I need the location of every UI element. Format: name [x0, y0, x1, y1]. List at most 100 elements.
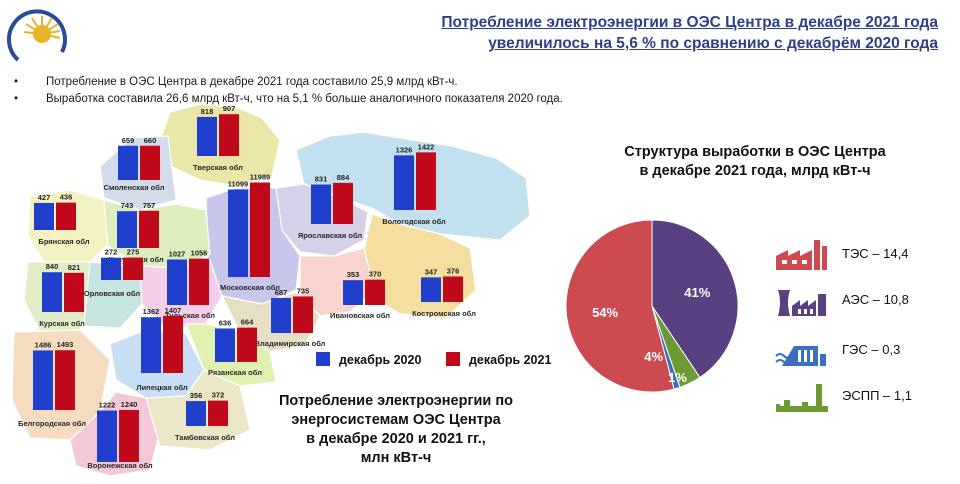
region-label: Костромская обл: [412, 309, 476, 318]
bar-2021-value: 757: [143, 201, 156, 210]
bar-2020: [394, 155, 414, 210]
bullet-consumption: • Потребление в ОЭС Центра в декабре 2021…: [14, 76, 458, 88]
bar-2020: [118, 145, 138, 180]
bar-2021-value: 1240: [121, 400, 138, 409]
bar-2021: [237, 327, 257, 362]
bar-2021: [443, 276, 463, 302]
summary-bullets: • Потребление в ОЭС Центра в декабре 2021…: [14, 74, 563, 108]
bar-2021-value: 1422: [418, 142, 435, 151]
bar-2021-value: 370: [369, 270, 382, 279]
bar-2020: [197, 116, 217, 156]
bar-2020: [117, 211, 137, 248]
bar-2021: [333, 182, 353, 224]
title-line-2: увеличилось на 5,6 % по сравнению с дека…: [488, 35, 938, 52]
structure-item: ЭСПП – 1,1: [774, 380, 954, 414]
region-label: Ярославская обл: [298, 231, 363, 240]
structure-item-label: ГЭС – 0,3: [842, 342, 901, 357]
legend-2020: декабрь 2020: [316, 352, 421, 367]
region-label: Вологодская обл: [382, 217, 446, 226]
bar-2021-value: 376: [447, 266, 460, 275]
region-label: Тамбовская обл: [175, 433, 235, 442]
bar-2020-value: 1486: [35, 340, 52, 349]
bar-2020: [343, 280, 363, 305]
pie-label-tes: 54%: [592, 305, 618, 320]
page-title: Потребление электроэнергии в ОЭС Центра …: [441, 12, 938, 54]
bar-2021-value: 664: [241, 318, 254, 327]
bar-2020: [97, 410, 117, 462]
bar-2020-value: 636: [219, 318, 232, 327]
region-label: Смоленская обл: [104, 183, 165, 192]
pie-slice-tes: [565, 219, 675, 393]
bar-2020-value: 743: [121, 201, 134, 210]
bar-2021-value: 735: [297, 286, 310, 295]
bar-2020-value: 353: [347, 270, 360, 279]
bar-2020-value: 1027: [169, 250, 186, 259]
bar-2021-value: 372: [212, 391, 225, 400]
bar-2021: [55, 350, 75, 410]
region-label: Липецкая обл: [136, 383, 188, 392]
bar-2021-value: 660: [144, 136, 157, 145]
bar-2021: [119, 409, 139, 462]
bar-2021-value: 821: [68, 263, 81, 272]
legend-2021: декабрь 2021: [446, 352, 551, 367]
bar-2021-value: 1407: [165, 306, 182, 315]
bar-2021-value: 275: [127, 248, 140, 257]
structure-item-label: ЭСПП – 1,1: [842, 388, 912, 403]
structure-item-label: АЭС – 10,8: [842, 292, 909, 307]
region-label: Московская обл: [220, 283, 280, 292]
tes-plant-icon: [776, 240, 827, 270]
bar-2021-value: 1493: [57, 340, 74, 349]
bar-2020-value: 840: [46, 262, 59, 271]
region-label: Тверская обл: [193, 163, 243, 172]
bar-2020-value: 347: [425, 267, 438, 276]
bullet-generation: • Выработка составила 26,6 млрд кВт-ч, чт…: [14, 93, 563, 105]
bar-2020-value: 659: [122, 136, 135, 145]
pie-title: Структура выработки в ОЭС Центра в декаб…: [624, 144, 886, 179]
bar-2021: [189, 258, 209, 305]
bar-2020-value: 11099: [228, 180, 248, 189]
pie-label-ges: 1%: [668, 370, 687, 385]
region-label: Ивановская обл: [330, 311, 390, 320]
region-label: Курская обл: [39, 319, 85, 328]
bar-2021: [219, 114, 239, 156]
bar-2021-value: 1056: [191, 249, 208, 258]
nuclear-plant-icon: [778, 290, 826, 316]
bar-2020-value: 818: [201, 107, 214, 116]
bar-2020: [167, 259, 187, 305]
structure-item: ГЭС – 0,3: [774, 334, 954, 368]
bar-2020: [141, 317, 161, 373]
bar-2020-value: 356: [190, 391, 203, 400]
map-bars: 818 907 Тверская обл 659 660 Смоленская обл 42…: [18, 104, 476, 470]
bar-2021: [56, 202, 76, 230]
bar-2020-value: 831: [315, 175, 328, 184]
region-label: Владимирская обл: [255, 339, 326, 348]
legend-2021-swatch: [446, 352, 460, 366]
bar-2020: [311, 184, 331, 224]
generation-pie-chart: 41% 4% 1% 54%: [565, 219, 739, 393]
bar-2021: [250, 182, 270, 277]
region-label: Белгородская обл: [18, 419, 86, 428]
bar-2021-value: 907: [223, 104, 236, 113]
bar-2021: [163, 315, 183, 373]
structure-item: ТЭС – 14,4: [774, 238, 954, 272]
map-caption: Потребление электроэнергии по энергосист…: [278, 393, 513, 466]
bar-2020: [42, 272, 62, 312]
bar-2021: [64, 272, 84, 312]
bar-2021: [416, 152, 436, 210]
bar-2020-value: 687: [275, 288, 288, 297]
bar-2020-value: 1362: [143, 307, 160, 316]
bar-2020-value: 272: [105, 248, 118, 257]
bar-2020-value: 1222: [99, 401, 116, 410]
bar-2020: [186, 401, 206, 426]
bar-2020: [271, 297, 291, 333]
company-logo: [7, 9, 67, 62]
pie-label-aes: 41%: [684, 285, 710, 300]
bar-2021: [365, 279, 385, 305]
region-label: Воронежская обл: [87, 461, 153, 470]
bar-2020: [34, 202, 54, 230]
region-label: Рязанская обл: [208, 368, 262, 377]
legend-2020-swatch: [316, 352, 330, 366]
bar-2020-value: 1326: [396, 145, 413, 154]
bar-2021: [140, 145, 160, 180]
